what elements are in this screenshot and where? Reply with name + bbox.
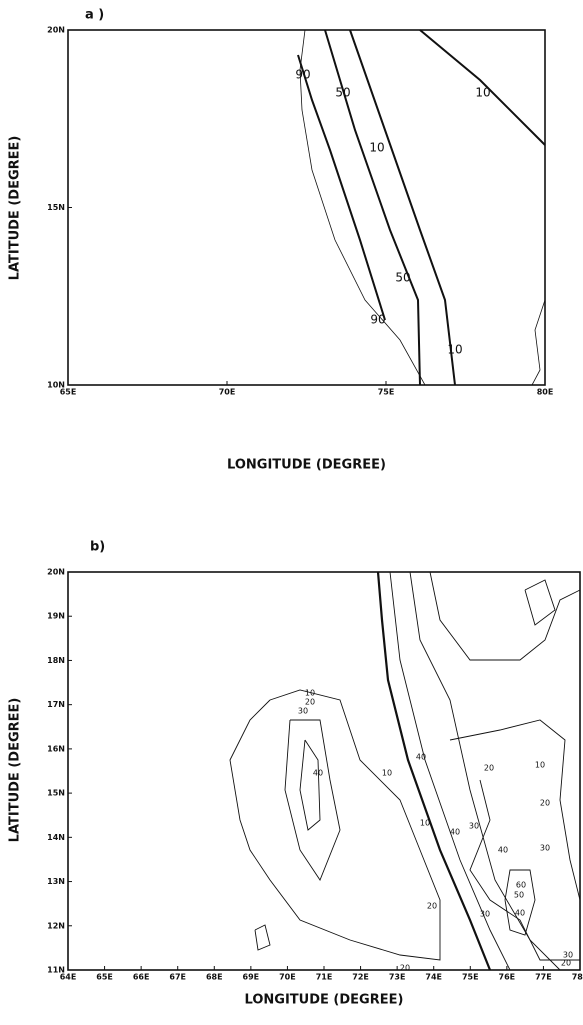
- y-tick-label: 11N: [47, 966, 65, 975]
- x-tick-label: 70E: [279, 973, 296, 982]
- contour-line: [469, 779, 580, 961]
- x-tick-label: 70E: [219, 388, 236, 397]
- contour-line: [504, 869, 536, 936]
- contour-label: 40: [498, 846, 508, 855]
- contour-label: 40: [515, 909, 525, 918]
- contour-line: [297, 54, 386, 321]
- contour-label: 60: [516, 881, 526, 890]
- y-tick-label: 16N: [47, 744, 65, 753]
- contour-label: 20: [484, 764, 494, 773]
- contour-label: 20: [427, 902, 437, 911]
- contour-line: [531, 299, 546, 386]
- y-tick-label: 12N: [47, 921, 65, 930]
- y-tick-label: 18N: [47, 656, 65, 665]
- contour-label: 50: [395, 271, 410, 285]
- contour-line: [254, 924, 271, 951]
- x-tick-label: 76E: [499, 973, 516, 982]
- x-tick-label: 64E: [60, 973, 77, 982]
- x-tick-label: 71E: [316, 973, 333, 982]
- x-axis-label: LONGITUDE (DEGREE): [245, 993, 404, 1008]
- contour-label: 30: [469, 822, 479, 831]
- contour-label: 10: [305, 689, 315, 698]
- x-tick-label: 77E: [535, 973, 552, 982]
- contour-label: 40: [450, 828, 460, 837]
- contour-label: 30: [480, 910, 490, 919]
- x-tick-label: 80E: [537, 388, 554, 397]
- x-tick-label: 73E: [389, 973, 406, 982]
- y-axis-label: LATITUDE (DEGREE): [8, 698, 23, 843]
- contour-label: 90: [370, 313, 385, 327]
- contour-label: 20: [540, 799, 550, 808]
- contour-line: [389, 571, 511, 971]
- x-tick-label: 75E: [462, 973, 479, 982]
- contour-line: [299, 739, 321, 831]
- contour-line: [376, 571, 492, 971]
- contour-label: 30: [540, 844, 550, 853]
- y-axis-label: LATITUDE (DEGREE): [8, 136, 23, 281]
- y-tick-label: 20N: [47, 26, 65, 35]
- y-tick-label: 19N: [47, 612, 65, 621]
- x-tick-label: 72E: [352, 973, 369, 982]
- x-tick-label: 78E: [572, 973, 583, 982]
- contour-label: 10: [535, 761, 545, 770]
- y-tick-label: 20N: [47, 568, 65, 577]
- contour-line: [324, 29, 421, 386]
- panel-label: a ): [85, 8, 104, 23]
- contour-label: 50: [514, 891, 524, 900]
- contour-label: 10: [475, 86, 490, 100]
- contour-label: 50: [335, 86, 350, 100]
- contour-line: [299, 29, 426, 386]
- contour-line: [429, 571, 581, 661]
- contour-label: 30: [298, 707, 308, 716]
- contour-label: 20: [400, 964, 410, 973]
- contour-label: 10: [420, 819, 430, 828]
- contour-label: 20: [305, 698, 315, 707]
- contour-line: [229, 689, 441, 961]
- x-tick-label: 65E: [60, 388, 77, 397]
- contour-label: 20: [561, 959, 571, 968]
- x-tick-label: 74E: [425, 973, 442, 982]
- x-tick-label: 68E: [206, 973, 223, 982]
- x-tick-label: 67E: [169, 973, 186, 982]
- y-tick-label: 10N: [47, 381, 65, 390]
- x-tick-label: 75E: [378, 388, 395, 397]
- plot-frame: [67, 571, 581, 971]
- contour-line: [284, 719, 341, 881]
- x-axis-label: LONGITUDE (DEGREE): [227, 458, 386, 473]
- contour-label: 10: [369, 141, 384, 155]
- y-tick-label: 15N: [47, 203, 65, 212]
- contour-label: 10: [382, 769, 392, 778]
- contour-line: [349, 29, 456, 386]
- y-tick-label: 15N: [47, 789, 65, 798]
- x-tick-label: 66E: [133, 973, 150, 982]
- contour-line: [419, 29, 546, 146]
- x-tick-label: 69E: [243, 973, 260, 982]
- contour-line: [524, 579, 556, 626]
- contour-label: 90: [295, 68, 310, 82]
- contour-label: 10: [447, 343, 462, 357]
- contour-label: 40: [416, 753, 426, 762]
- x-tick-label: 65E: [96, 973, 113, 982]
- contour-label: 30: [563, 951, 573, 960]
- contour-label: 40: [313, 769, 323, 778]
- y-tick-label: 14N: [47, 833, 65, 842]
- contour-line: [449, 719, 581, 901]
- y-tick-label: 13N: [47, 877, 65, 886]
- panel-label: b): [90, 540, 105, 555]
- y-tick-label: 17N: [47, 700, 65, 709]
